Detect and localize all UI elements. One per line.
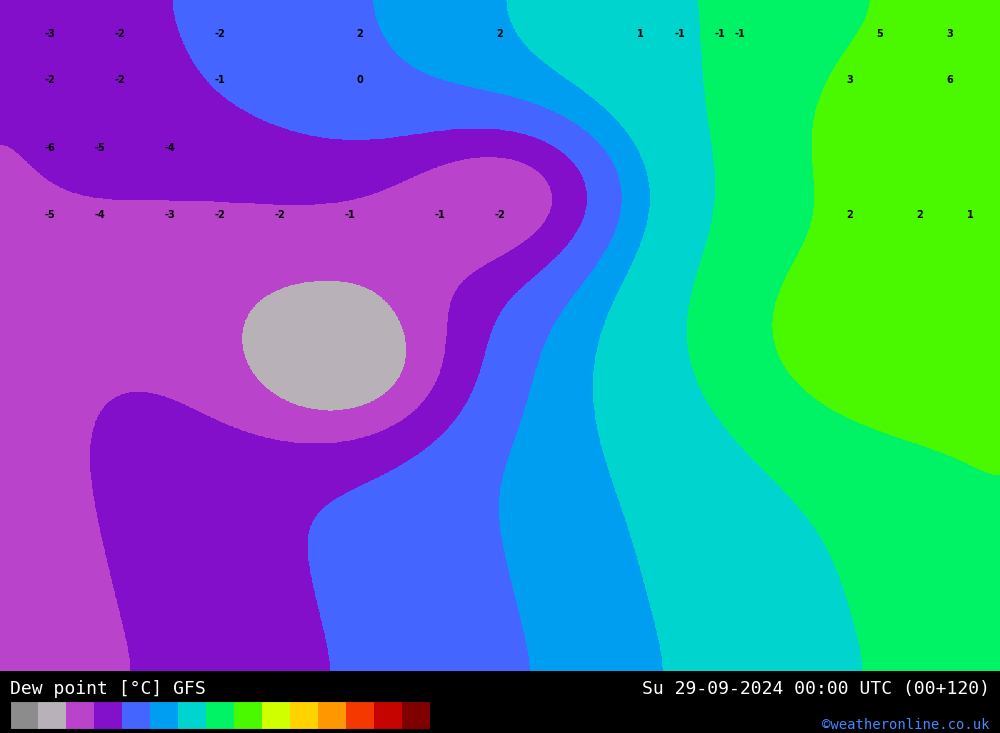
Text: Dew point [°C] GFS: Dew point [°C] GFS (10, 680, 206, 698)
Text: 2: 2 (357, 29, 363, 39)
Text: -2: -2 (215, 29, 225, 39)
Text: -2: -2 (495, 210, 505, 220)
Text: -3: -3 (165, 210, 175, 220)
Text: 3: 3 (847, 75, 853, 86)
Text: -1: -1 (345, 210, 355, 220)
Text: Su 29-09-2024 00:00 UTC (00+120): Su 29-09-2024 00:00 UTC (00+120) (642, 680, 990, 698)
Text: 2: 2 (497, 29, 503, 39)
Text: -2: -2 (45, 75, 55, 86)
Text: -4: -4 (165, 142, 175, 152)
Text: -1: -1 (675, 29, 685, 39)
Text: -4: -4 (95, 210, 105, 220)
Text: -2: -2 (115, 29, 125, 39)
Text: -2: -2 (275, 210, 285, 220)
Text: -3: -3 (45, 29, 55, 39)
Text: -5: -5 (95, 142, 105, 152)
Text: ©weatheronline.co.uk: ©weatheronline.co.uk (822, 718, 990, 732)
Text: -6: -6 (45, 142, 55, 152)
Text: -1: -1 (735, 29, 745, 39)
Text: 5: 5 (877, 29, 883, 39)
Text: 0: 0 (357, 75, 363, 86)
Text: 1: 1 (967, 210, 973, 220)
Text: -1: -1 (715, 29, 725, 39)
Text: 1: 1 (637, 29, 643, 39)
Text: -2: -2 (215, 210, 225, 220)
Text: -2: -2 (115, 75, 125, 86)
Text: 2: 2 (917, 210, 923, 220)
Text: -1: -1 (435, 210, 445, 220)
Text: 2: 2 (847, 210, 853, 220)
Text: 3: 3 (947, 29, 953, 39)
Text: 6: 6 (947, 75, 953, 86)
Text: -5: -5 (45, 210, 55, 220)
Text: -1: -1 (215, 75, 225, 86)
